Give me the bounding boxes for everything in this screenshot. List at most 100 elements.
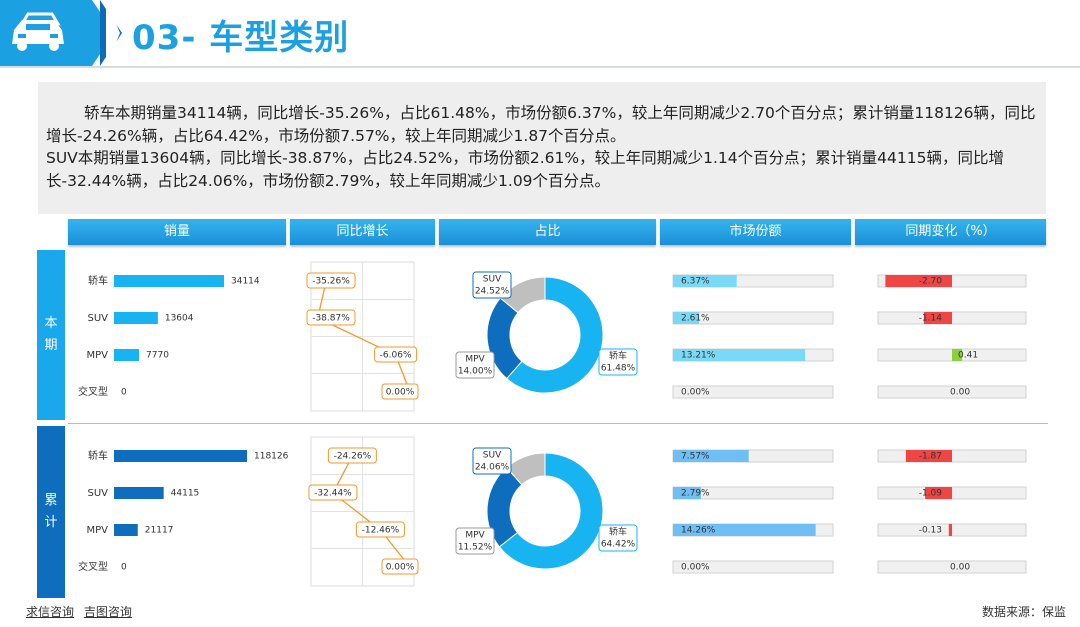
share-bar bbox=[673, 312, 700, 324]
change-bar bbox=[905, 450, 952, 462]
pie-slice bbox=[498, 452, 604, 570]
yoy-point bbox=[306, 272, 356, 289]
pie-label-box bbox=[472, 271, 512, 299]
pie-value-label: 64.42% bbox=[601, 540, 636, 550]
pie-category-label: MPV bbox=[465, 531, 485, 541]
yoy-value-label: -35.26% bbox=[312, 277, 350, 287]
sales-value-label: 34114 bbox=[231, 277, 260, 287]
car-logo bbox=[0, 0, 92, 66]
yoy-value-label: 0.00% bbox=[386, 563, 415, 573]
pie-value-label: 24.52% bbox=[475, 287, 510, 297]
pie-value-label: 24.06% bbox=[475, 463, 510, 473]
category-label: 轿车 bbox=[88, 449, 108, 462]
summary-sedan: 轿车本期销量34114辆，同比增长-35.26%，占比61.48%，市场份额6.… bbox=[46, 104, 1036, 145]
change-value-label: 0.41 bbox=[958, 351, 978, 361]
yoy-value-label: -32.44% bbox=[314, 489, 352, 499]
sales-value-label: 118126 bbox=[254, 452, 289, 462]
category-label: MPV bbox=[87, 525, 109, 536]
change-value-label: 0.00 bbox=[950, 563, 970, 573]
share-bar-track bbox=[672, 385, 834, 399]
sales-value-label: 0 bbox=[121, 563, 127, 573]
yoy-point bbox=[381, 383, 419, 400]
change-bar-track bbox=[877, 385, 1027, 399]
footer-link-qiuxin[interactable]: 求信咨询 bbox=[26, 605, 75, 619]
change-bar bbox=[885, 275, 952, 287]
change-bar bbox=[925, 487, 952, 499]
sales-value-label: 44115 bbox=[171, 489, 200, 499]
yoy-value-label: -24.26% bbox=[334, 452, 372, 462]
sales-bar bbox=[114, 312, 158, 324]
share-bar bbox=[673, 275, 737, 287]
category-label: 轿车 bbox=[88, 274, 108, 287]
share-value-label: 6.37% bbox=[681, 277, 710, 287]
sales-bar bbox=[114, 275, 224, 287]
category-label: SUV bbox=[87, 313, 108, 324]
page-header: 03- 车型类别 bbox=[0, 0, 1080, 70]
car-icon bbox=[12, 12, 64, 51]
share-value-label: 14.26% bbox=[681, 526, 716, 536]
yoy-value-label: 0.00% bbox=[386, 388, 415, 398]
share-bar bbox=[673, 487, 701, 499]
chevron-decoration bbox=[106, 0, 120, 66]
yoy-point bbox=[381, 558, 419, 575]
pie-label-box bbox=[598, 348, 638, 376]
sales-value-label: 13604 bbox=[165, 314, 194, 324]
pie-slice bbox=[505, 452, 546, 486]
row-label-cumulative: 累 计 bbox=[37, 426, 65, 598]
pie-category-label: MPV bbox=[465, 355, 485, 365]
yoy-value-label: -38.87% bbox=[312, 314, 350, 324]
yoy-line bbox=[332, 455, 411, 568]
share-value-label: 0.00% bbox=[681, 388, 710, 398]
yoy-point bbox=[355, 521, 405, 538]
yoy-point bbox=[374, 346, 418, 363]
share-value-label: 7.57% bbox=[681, 452, 710, 462]
sales-value-label: 0 bbox=[121, 388, 127, 398]
pie-label-box bbox=[455, 351, 495, 379]
sales-value-label: 7770 bbox=[146, 351, 169, 361]
pie-value-label: 14.00% bbox=[458, 367, 493, 377]
section-divider bbox=[68, 423, 1048, 424]
sales-bar bbox=[114, 524, 138, 536]
yoy-point bbox=[308, 484, 358, 501]
share-value-label: 13.21% bbox=[681, 351, 716, 361]
row-label-current: 本 期 bbox=[37, 250, 65, 420]
yoy-point bbox=[306, 309, 356, 326]
pie-value-label: 11.52% bbox=[458, 543, 493, 553]
share-value-label: 2.79% bbox=[681, 489, 710, 499]
column-header-change: 同期变化（%） bbox=[855, 219, 1046, 245]
share-value-label: 0.00% bbox=[681, 563, 710, 573]
sales-bar bbox=[114, 349, 140, 361]
change-bar bbox=[948, 524, 952, 536]
summary-box: 轿车本期销量34114辆，同比增长-35.26%，占比61.48%，市场份额6.… bbox=[38, 82, 1046, 214]
share-bar bbox=[673, 524, 816, 536]
change-value-label: -0.13 bbox=[919, 526, 942, 536]
change-value-label: -2.70 bbox=[919, 277, 943, 287]
summary-suv: SUV本期销量13604辆，同比增长-38.87%，占比24.52%，市场份额2… bbox=[46, 149, 1004, 190]
header-bar bbox=[0, 0, 1080, 68]
change-bar bbox=[923, 312, 952, 324]
pie-slice bbox=[505, 276, 604, 394]
change-value-label: 0.00 bbox=[950, 388, 970, 398]
pie-label-box bbox=[455, 527, 495, 555]
category-label: SUV bbox=[87, 488, 108, 499]
sales-bar bbox=[114, 450, 247, 462]
change-value-label: -1.14 bbox=[919, 314, 943, 324]
pie-label-box bbox=[472, 447, 512, 475]
yoy-value-label: -12.46% bbox=[362, 526, 400, 536]
share-bar-track bbox=[672, 560, 834, 574]
share-value-label: 2.61% bbox=[681, 314, 710, 324]
share-bar bbox=[673, 450, 749, 462]
footer-link-jitu[interactable]: 吉图咨询 bbox=[83, 605, 132, 619]
pie-category-label: SUV bbox=[483, 275, 502, 285]
yoy-value-label: -6.06% bbox=[380, 351, 412, 361]
pie-category-label: SUV bbox=[483, 451, 502, 461]
footer-links: 求信咨询 吉图咨询 bbox=[26, 603, 138, 620]
data-source: 数据来源：保监 bbox=[981, 605, 1066, 619]
pie-value-label: 61.48% bbox=[601, 364, 636, 374]
page-title: 03- 车型类别 bbox=[132, 18, 350, 58]
category-label: 交叉型 bbox=[78, 560, 108, 573]
column-header-yoy: 同比增长 bbox=[290, 219, 435, 245]
change-bar-track bbox=[877, 560, 1027, 574]
pie-category-label: 轿车 bbox=[609, 526, 627, 538]
